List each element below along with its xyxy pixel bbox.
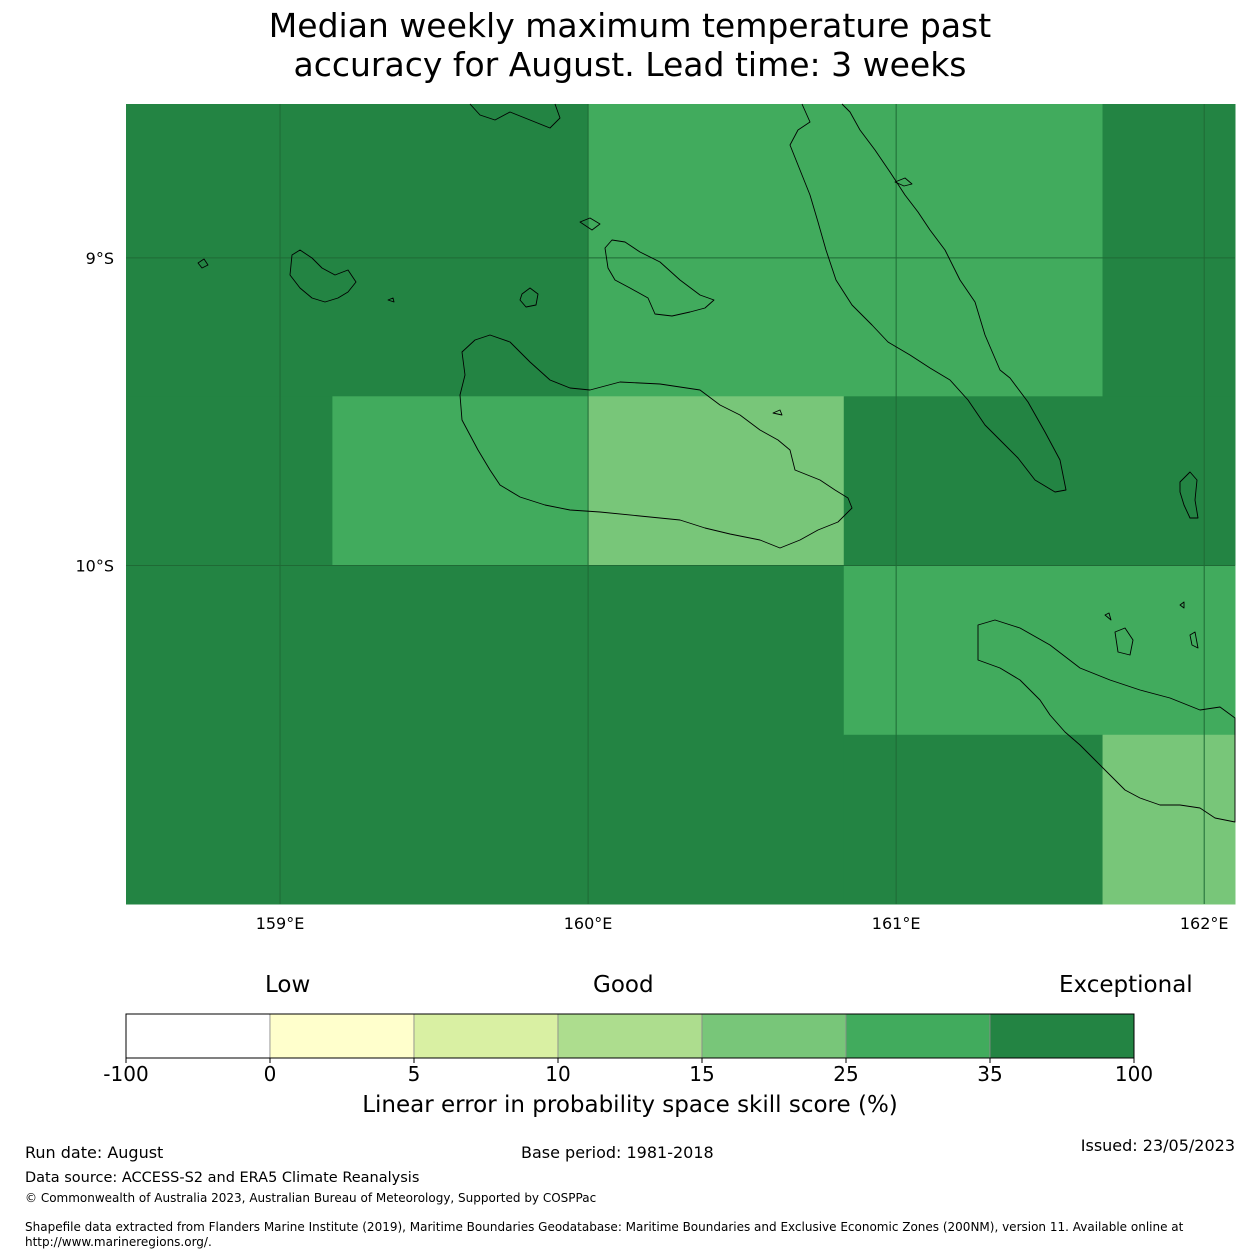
lat-tick-label: 10°S <box>75 557 114 576</box>
map-gridlines <box>126 104 1235 904</box>
colorbar-tick-label: 35 <box>977 1062 1003 1086</box>
colorbar-bin <box>125 1013 271 1059</box>
lon-tick-label: 160°E <box>564 914 613 933</box>
colorbar-bin <box>557 1013 703 1059</box>
coastline-savo <box>519 287 539 308</box>
title-line-1: Median weekly maximum temperature past <box>268 6 992 45</box>
skill-cell-9 <box>843 734 1104 905</box>
coastline-malaita <box>1179 471 1199 519</box>
coastline-islet <box>1179 601 1185 609</box>
skill-cell-7 <box>126 565 845 905</box>
skill-cell-5 <box>588 396 845 567</box>
colorbar-bin <box>845 1013 991 1059</box>
lon-tick-label: 161°E <box>872 914 921 933</box>
issued-date: Issued: 23/05/2023 <box>1080 1136 1235 1155</box>
coastline-makira <box>977 619 1236 823</box>
skill-cell-10 <box>1102 734 1236 905</box>
colorbar-tick-label: 10 <box>545 1062 571 1086</box>
coastline-islet <box>1189 631 1199 649</box>
run-date: Run date: August <box>25 1143 164 1162</box>
colorbar-tick-label: 15 <box>689 1062 715 1086</box>
colorbar-word-low: Low <box>265 972 311 998</box>
skill-cell-2 <box>1102 104 1236 397</box>
lon-tick-label: 162°E <box>1180 914 1229 933</box>
colorbar-bin <box>413 1013 559 1059</box>
colorbar-bin <box>269 1013 415 1059</box>
skill-cell-4 <box>332 396 589 567</box>
colorbar-tick-label: 5 <box>407 1062 421 1086</box>
colorbar-tick-label: -100 <box>103 1062 149 1086</box>
colorbar-tick-label: 100 <box>1114 1062 1154 1086</box>
shapefile-credit-line-1: Shapefile data extracted from Flanders M… <box>25 1220 1184 1234</box>
skill-cell-0 <box>126 104 589 397</box>
coastline-ugi <box>1114 627 1134 656</box>
colorbar-outline <box>125 1013 1135 1059</box>
coastline-islet <box>579 217 601 231</box>
colorbar <box>125 1013 1135 1063</box>
coastline-guadalcanal <box>459 334 853 549</box>
coastline-islet <box>772 409 783 416</box>
colorbar-label: Linear error in probability space skill … <box>362 1092 898 1118</box>
data-source: Data source: ACCESS-S2 and ERA5 Climate … <box>25 1170 420 1186</box>
axis-ticks: 159°E 160°E 161°E 162°E 9°S 10°S <box>75 249 1228 933</box>
colorbar-bin <box>989 1013 1135 1059</box>
coastline-islet <box>387 297 395 303</box>
map-title: Median weekly maximum temperature past a… <box>0 6 1260 84</box>
colorbar-bin <box>701 1013 847 1059</box>
colorbar-word-exceptional: Exceptional <box>1059 972 1193 998</box>
skill-cell-3 <box>126 396 333 567</box>
coastline-russell-islands <box>289 249 357 303</box>
skill-cell-6 <box>843 396 1236 567</box>
coastline-islet <box>1104 612 1112 621</box>
coastlines <box>197 103 1236 823</box>
colorbar-word-good: Good <box>593 972 654 998</box>
lat-tick-label: 9°S <box>86 249 114 268</box>
copyright: © Commonwealth of Australia 2023, Austra… <box>25 1191 597 1205</box>
colorbar-tick-label: 25 <box>833 1062 859 1086</box>
colorbar-tick-label: 0 <box>263 1062 277 1086</box>
coastline-north-fragment <box>469 103 561 129</box>
coastline-santa-isabel <box>789 103 1067 493</box>
skill-cells <box>126 104 1236 905</box>
lon-tick-label: 159°E <box>256 914 305 933</box>
coastline-islet <box>894 177 913 187</box>
skill-cell-1 <box>588 104 1104 397</box>
coastline-islet <box>197 258 209 269</box>
base-period: Base period: 1981-2018 <box>521 1143 714 1162</box>
shapefile-credit-line-2: http://www.marineregions.org/. <box>25 1235 212 1249</box>
skill-cell-8 <box>843 565 1236 736</box>
coastline-florida-islands <box>604 239 715 317</box>
title-line-2: accuracy for August. Lead time: 3 weeks <box>293 45 967 84</box>
